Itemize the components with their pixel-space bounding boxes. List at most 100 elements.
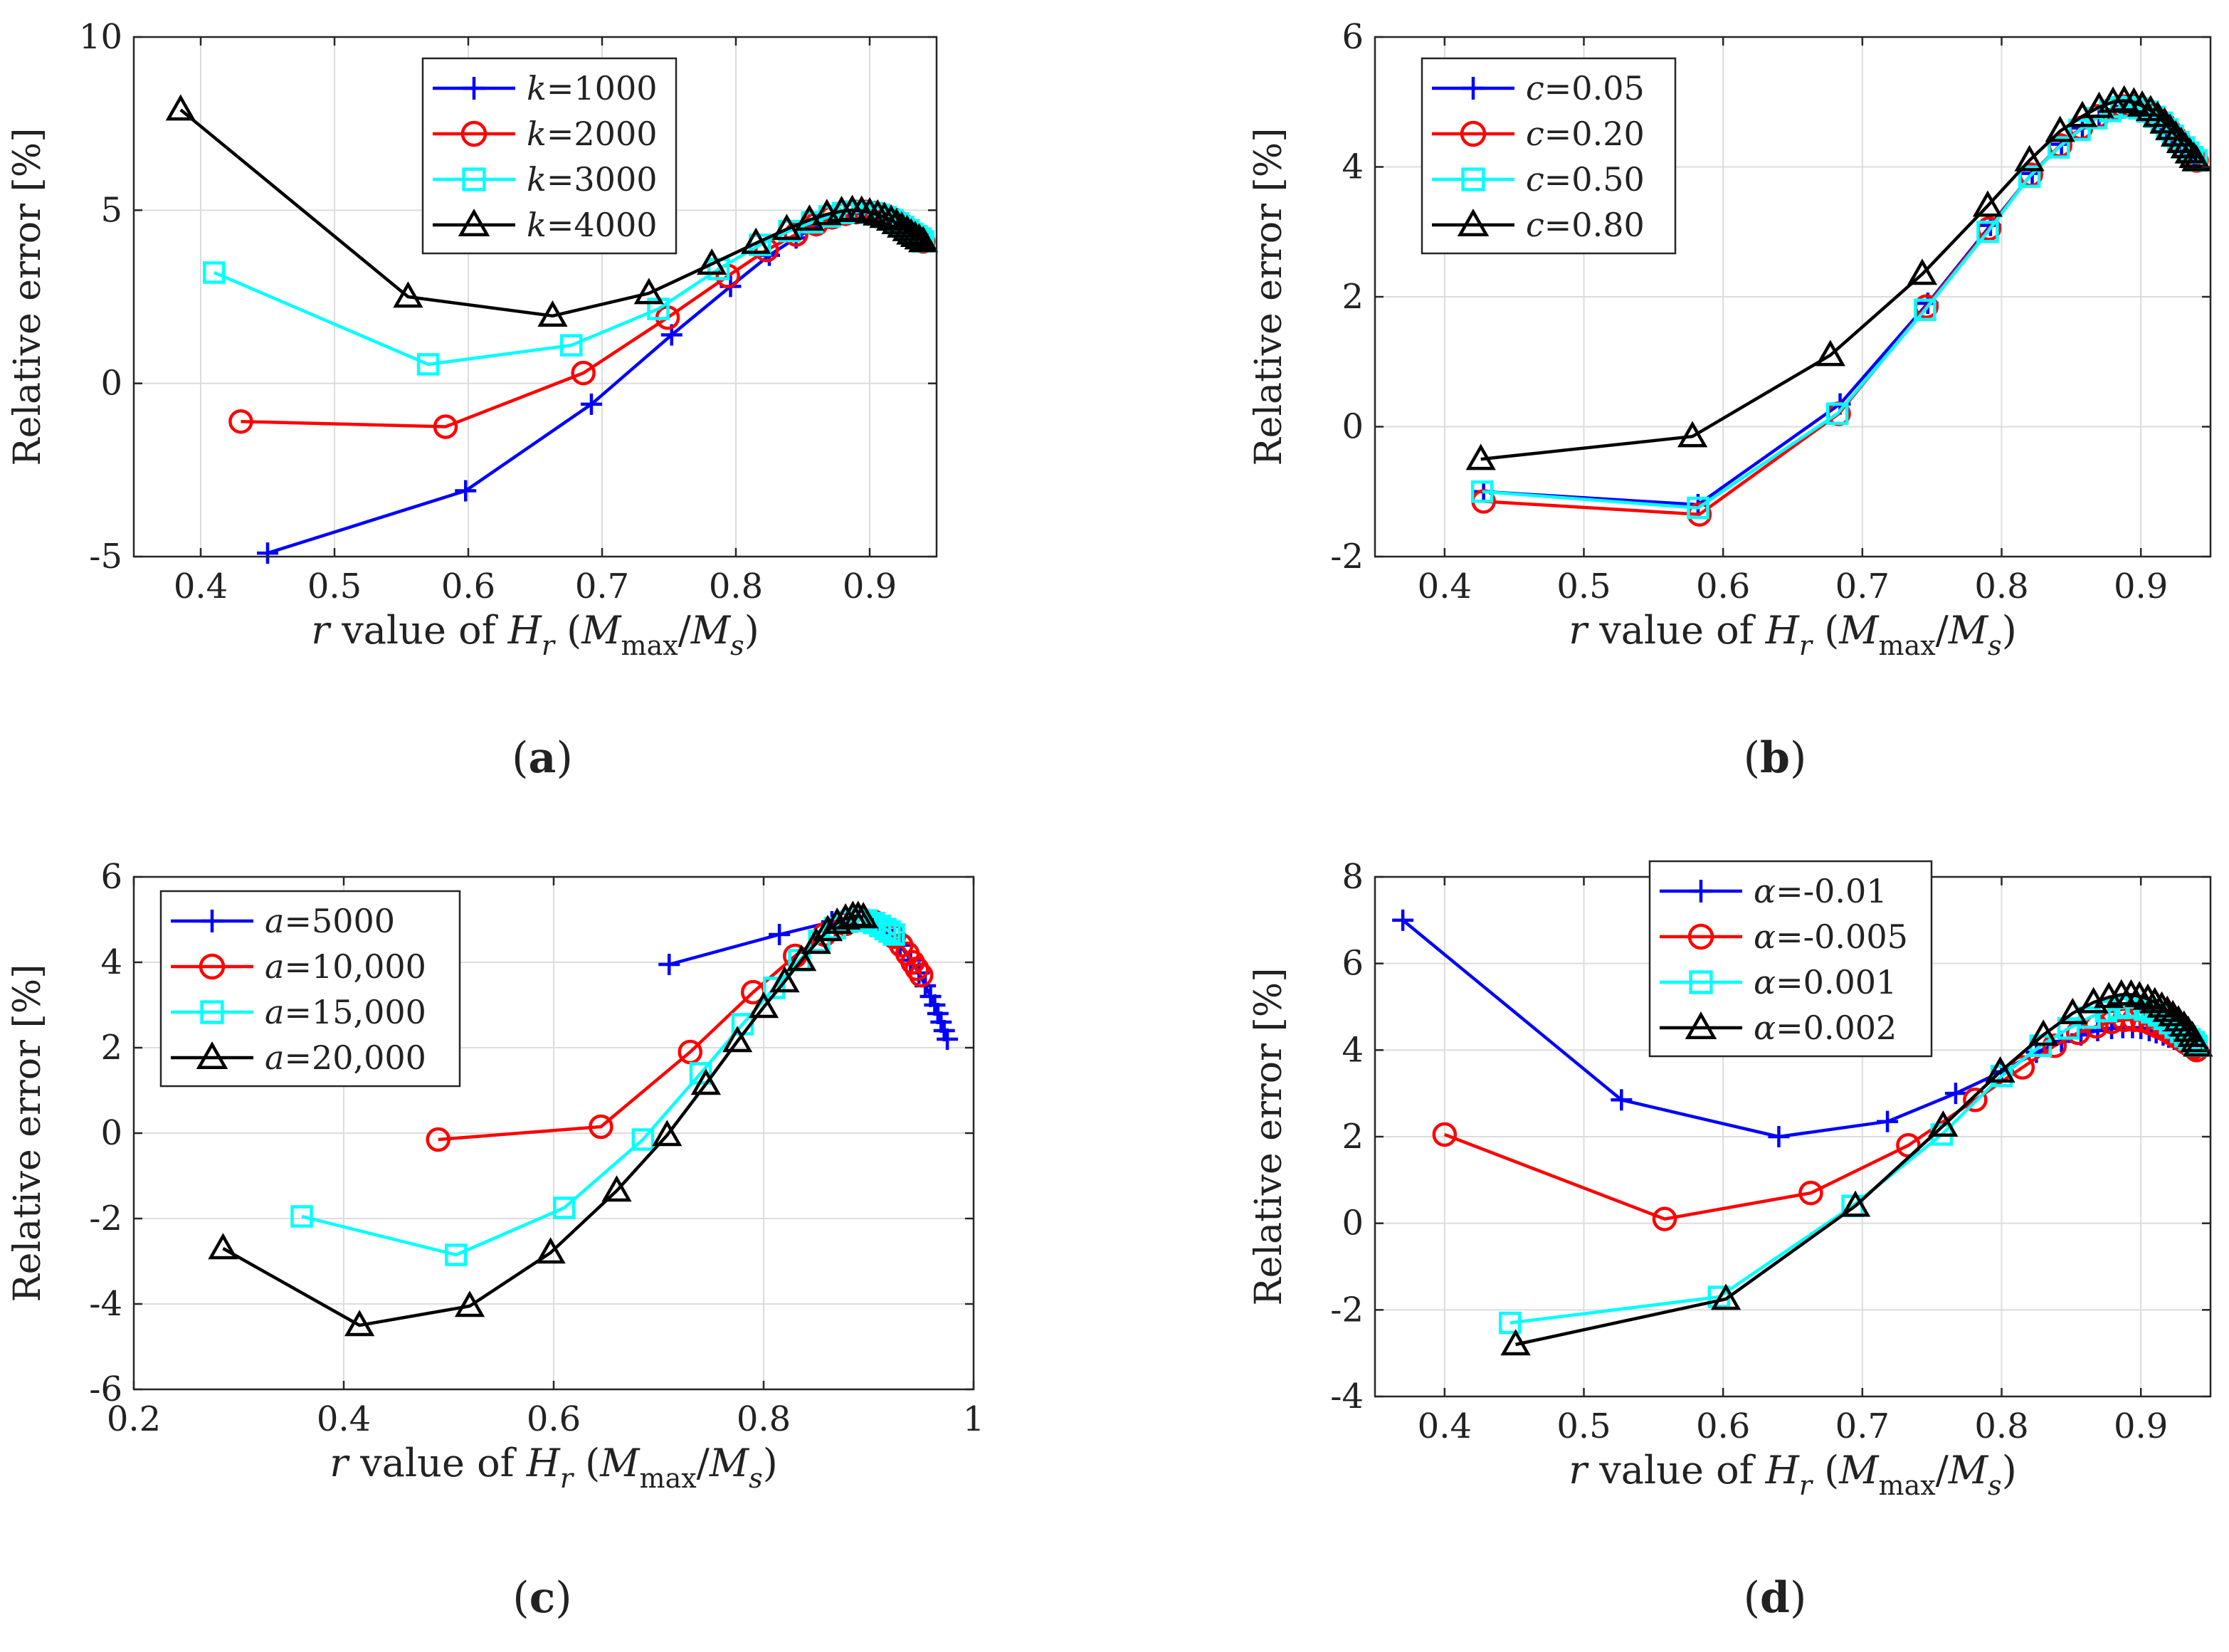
data-point [426,1127,450,1152]
x-axis-label-part: r [542,630,557,661]
data-point [2028,1019,2059,1046]
chart-panel-b: 0.4 0.5 0.6 0.7 0.8 0.9 -2 0 2 4 6 Relative error [… [1248,17,2212,783]
caption-open: ( [512,733,528,783]
x-axis-label-part: max [1879,1470,1936,1501]
data-point [1652,1206,1677,1231]
panel-caption: (c) [512,1573,571,1623]
y-tick-label: -4 [1330,1377,1364,1416]
legend-marker [199,953,226,980]
legend-value: =-0.01 [1776,872,1887,910]
data-point [1972,190,2003,217]
legend-param: k [527,206,547,244]
data-point [203,261,226,284]
data-point [537,300,568,327]
x-axis-label-part: r [1569,1448,1589,1493]
y-tick-label: 0 [100,1113,122,1153]
legend-entry: k=3000 [527,160,657,199]
caption-open: ( [512,1573,529,1623]
x-axis-label-part: H [1765,608,1800,653]
x-axis-label: r value of Hr (Mmax/Ms) [330,1441,778,1494]
data-point [875,204,907,231]
x-axis-label-part: ( [554,608,581,653]
x-axis-label-part: s [1988,630,2002,661]
x-axis-label-part: M [709,1441,750,1485]
legend-box [1421,57,1677,255]
x-axis-label-part: ( [573,1441,600,1485]
x-axis-label-part: ( [1812,1448,1839,1493]
x-tick-label: 0.8 [1974,567,2028,606]
legend-entry: c=0.05 [1526,69,1645,107]
series-group [208,900,959,1337]
data-point [1825,402,1849,425]
y-tick-label: -5 [89,537,122,577]
x-axis-label-part: max [640,1463,697,1494]
x-axis-label-part: s [730,630,744,661]
x-axis-label-part: H [507,608,542,653]
data-point [908,226,939,253]
data-point [2146,991,2177,1018]
data-point [445,1243,468,1266]
x-axis-label-part: r [1569,608,1589,653]
data-point [2018,165,2041,188]
data-point [2078,1006,2101,1029]
data-point [748,991,779,1019]
data-point [2149,107,2180,134]
data-point [904,223,934,250]
series-group [1392,909,2213,1356]
data-point [1500,1329,1531,1356]
legend-marker [1687,923,1714,950]
y-tick-label: 6 [1342,944,1364,984]
data-point [1798,1180,1823,1206]
legend-entry: a=15,000 [265,993,426,1031]
legend-entry: α=-0.01 [1754,872,1887,910]
x-tick-label: 0.8 [709,567,763,606]
legend-value: =-0.005 [1776,917,1908,956]
legend[interactable]: c=0.05c=0.20c=0.50c=0.80 [1421,57,1677,255]
legend-marker [1461,167,1485,191]
data-point [878,920,901,943]
x-axis-label-part: r [1799,630,1814,661]
x-tick-label: 0.2 [107,1399,161,1439]
data-point [794,204,825,231]
data-point [2045,115,2075,142]
data-point [631,1128,655,1151]
x-axis-label-part: ) [744,608,759,653]
series-group [1465,85,2212,527]
x-axis-label-part: H [1765,1448,1800,1493]
panel-caption: (d) [1744,1573,1807,1623]
data-point [2119,87,2149,114]
data-point [2155,113,2186,140]
y-axis-label: Relative error [%] [1248,128,1290,466]
data-point [1677,421,1708,448]
x-axis-label-part: M [599,1441,641,1485]
legend-param: α [1754,963,1776,1001]
x-axis-label-part: M [690,608,732,653]
legend-param: k [527,160,547,199]
data-point [454,1290,485,1317]
legend-value: =0.80 [1544,206,1645,244]
caption-letter: a [529,733,557,783]
y-axis-label: Relative error [%] [6,128,49,466]
legend-marker [458,209,490,237]
data-point [2068,118,2091,142]
y-tick-label: 8 [1342,857,1364,897]
legend-marker [462,167,486,191]
x-axis-label-part: M [1838,608,1880,653]
legend-value: =0.20 [1544,115,1645,153]
data-point [416,353,440,376]
series-group [165,94,939,564]
x-axis-label: r value of Hr (Mmax/Ms) [1569,1448,2017,1501]
legend-marker [1690,880,1712,903]
data-point [1963,1088,1988,1112]
x-axis-label-part: H [526,1441,561,1485]
x-tick-label: 0.9 [843,567,897,606]
legend-value: =1000 [547,69,658,107]
data-point [2163,1005,2194,1032]
legend-value: =10,000 [284,947,426,986]
legend-param: a [265,947,284,986]
data-point [1985,1056,2015,1083]
legend-value: =0.002 [1776,1009,1897,1047]
